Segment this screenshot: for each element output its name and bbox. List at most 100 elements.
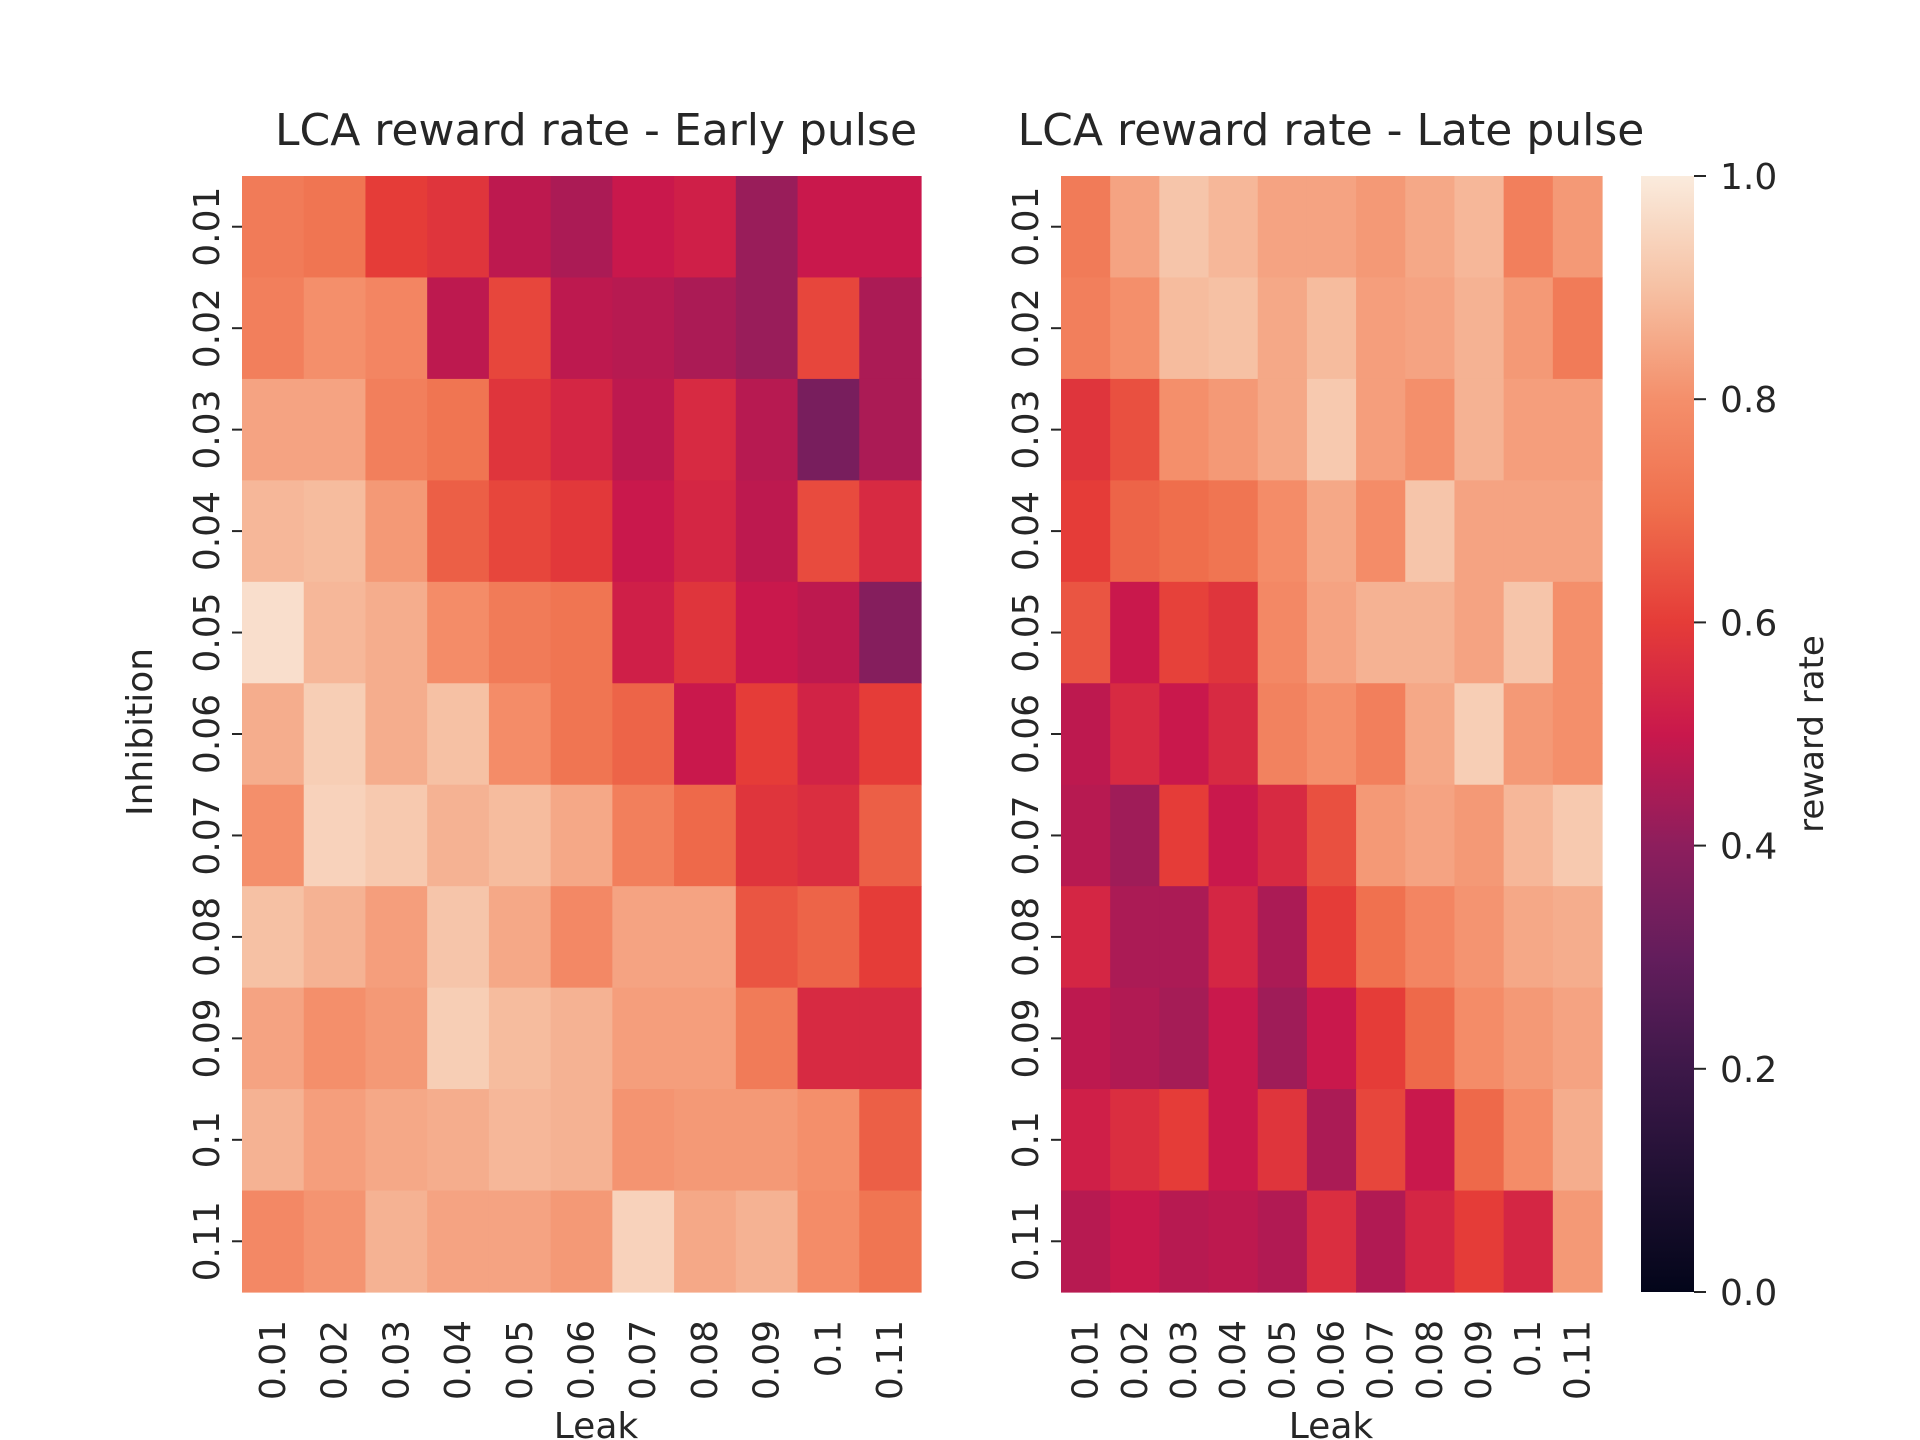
heatmap-cell xyxy=(1503,1089,1554,1192)
heatmap-cell xyxy=(1306,683,1357,786)
colorbar-tick-label: 1.0 xyxy=(1720,157,1777,198)
heatmap-cell xyxy=(242,784,305,887)
heatmap-cell xyxy=(303,987,367,1090)
x-tick-labels-early: 0.01 0.02 0.03 0.04 0.05 0.06 0.07 0.08 0.09 0.1 0… xyxy=(253,1320,911,1400)
heatmap-cell xyxy=(1306,277,1357,380)
heatmap-cell xyxy=(488,987,552,1090)
heatmap-cells-late xyxy=(1061,176,1603,1293)
heatmap-cell xyxy=(303,378,367,481)
heatmap-cell xyxy=(797,480,860,583)
heatmap-cell xyxy=(550,1190,613,1293)
heatmap-cell xyxy=(1061,784,1111,887)
heatmap-cell xyxy=(735,480,799,583)
heatmap-cell xyxy=(1257,987,1308,1090)
heatmap-cell xyxy=(1405,581,1456,684)
heatmap-cell xyxy=(1061,886,1111,989)
y-tick-label: 0.03 xyxy=(187,390,228,470)
heatmap-cell xyxy=(488,277,552,380)
heatmap-cell xyxy=(365,683,428,786)
heatmap-cell xyxy=(735,683,799,786)
heatmap-cell xyxy=(612,176,675,279)
heatmap-cell xyxy=(1356,378,1406,481)
y-tick-label: 0.07 xyxy=(187,795,228,875)
heatmap-cell xyxy=(1454,378,1505,481)
heatmap-cell xyxy=(1356,683,1406,786)
heatmap-cell xyxy=(550,683,613,786)
x-axis-label-early: Leak xyxy=(554,1406,639,1440)
heatmap-cell xyxy=(1356,176,1406,279)
heatmap-cells-early xyxy=(242,176,922,1293)
heatmap-cell xyxy=(550,784,613,887)
heatmap-cell xyxy=(1454,480,1505,583)
heatmap-cell xyxy=(674,1190,737,1293)
heatmap-cell xyxy=(1552,784,1603,887)
heatmap-cell xyxy=(1552,683,1603,786)
heatmap-cell xyxy=(859,277,922,380)
x-tick-label: 0.06 xyxy=(562,1320,603,1400)
x-tick-label: 0.11 xyxy=(870,1320,911,1400)
heatmap-cell xyxy=(550,378,613,481)
heatmap-cell xyxy=(1503,784,1554,887)
colorbar-tick-label: 0.6 xyxy=(1720,603,1777,644)
heatmap-cell xyxy=(612,581,675,684)
chart-title-early: LCA reward rate - Early pulse xyxy=(275,105,917,156)
heatmap-cell xyxy=(1208,1190,1259,1293)
heatmap-cell xyxy=(1306,581,1357,684)
heatmap-cell xyxy=(1159,683,1210,786)
heatmap-cell xyxy=(1454,277,1505,380)
heatmap-cell xyxy=(1061,1190,1111,1293)
x-tick-label: 0.07 xyxy=(1361,1320,1402,1400)
heatmap-cell xyxy=(427,886,490,989)
heatmap-cell xyxy=(735,378,799,481)
heatmap-cell xyxy=(427,277,490,380)
heatmap-cell xyxy=(1356,886,1406,989)
heatmap-cell xyxy=(365,987,428,1090)
heatmap-cell xyxy=(550,1089,613,1192)
heatmap-cell xyxy=(1159,1089,1210,1192)
heatmap-cell xyxy=(1306,480,1357,583)
y-tick-label: 0.04 xyxy=(1006,491,1047,571)
heatmap-cell xyxy=(1405,886,1456,989)
heatmap-cell xyxy=(303,277,367,380)
heatmap-cell xyxy=(1454,886,1505,989)
heatmap-cell xyxy=(303,480,367,583)
heatmap-cell xyxy=(612,784,675,887)
heatmap-cell xyxy=(1257,683,1308,786)
y-tick-label: 0.09 xyxy=(187,998,228,1078)
heatmap-cell xyxy=(1208,277,1259,380)
heatmap-cell xyxy=(1552,378,1603,481)
x-tick-label: 0.1 xyxy=(1508,1320,1549,1377)
heatmap-cell xyxy=(1208,378,1259,481)
heatmap-cell xyxy=(365,277,428,380)
heatmap-cell xyxy=(1159,378,1210,481)
heatmap-cell xyxy=(242,277,305,380)
heatmap-cell xyxy=(1208,1089,1259,1192)
x-tick-label: 0.07 xyxy=(623,1320,664,1400)
heatmap-cell xyxy=(1503,683,1554,786)
heatmap-cell xyxy=(242,378,305,481)
heatmap-cell xyxy=(427,581,490,684)
heatmap-cell xyxy=(735,987,799,1090)
y-tick-label: 0.05 xyxy=(1006,592,1047,672)
heatmap-cell xyxy=(1257,176,1308,279)
heatmap-cell xyxy=(674,277,737,380)
heatmap-cell xyxy=(365,378,428,481)
heatmap-cell xyxy=(427,1190,490,1293)
x-tick-label: 0.05 xyxy=(500,1320,541,1400)
heatmap-cell xyxy=(427,378,490,481)
heatmap-cell xyxy=(1454,784,1505,887)
heatmap-cell xyxy=(1061,480,1111,583)
heatmap-cell xyxy=(1356,277,1406,380)
heatmap-cell xyxy=(488,581,552,684)
x-tick-label: 0.04 xyxy=(1213,1320,1254,1400)
x-tick-label: 0.02 xyxy=(315,1320,356,1400)
y-tick-label: 0.05 xyxy=(187,592,228,672)
y-tick-label: 0.11 xyxy=(1006,1201,1047,1281)
y-tick-label: 0.02 xyxy=(187,288,228,368)
y-tick-label: 0.08 xyxy=(187,897,228,977)
heatmap-cell xyxy=(859,987,922,1090)
heatmap-cell xyxy=(303,886,367,989)
colorbar-tick-label: 0.4 xyxy=(1720,827,1777,868)
heatmap-cell xyxy=(1405,1089,1456,1192)
